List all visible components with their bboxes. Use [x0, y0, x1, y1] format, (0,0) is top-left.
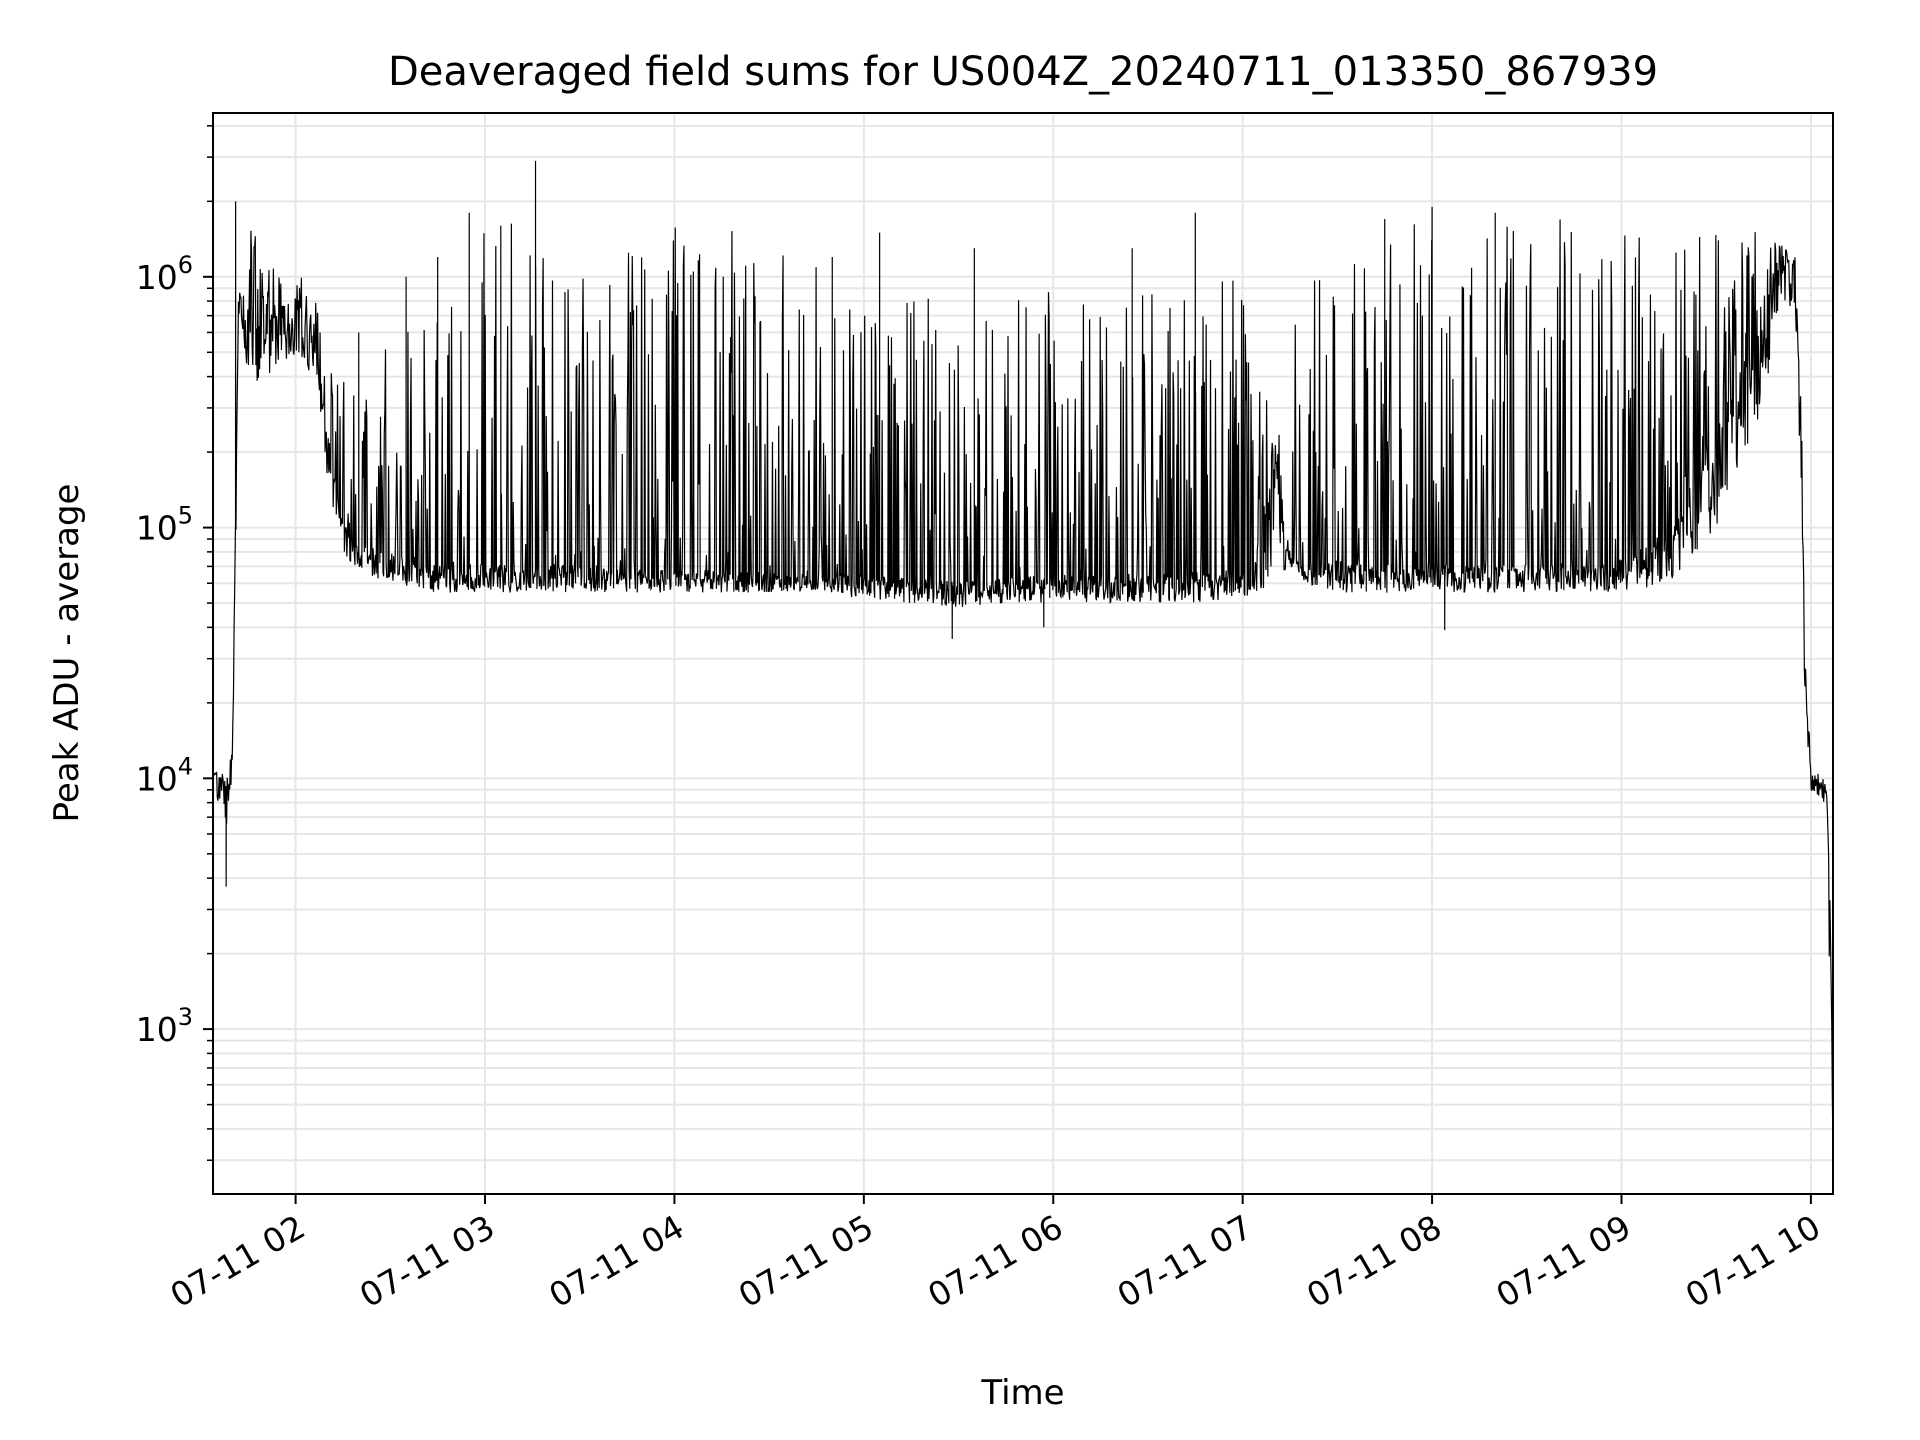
- y-axis-label: Peak ADU - average: [47, 484, 87, 823]
- chart-title: Deaveraged field sums for US004Z_2024071…: [388, 49, 1658, 95]
- y-tick-label: 104: [136, 752, 193, 798]
- data-area: [213, 160, 1834, 1151]
- x-axis-label: Time: [980, 1373, 1064, 1413]
- y-tick-label: 106: [136, 251, 193, 297]
- axis-ticks: [203, 125, 1812, 1204]
- series-line: [213, 160, 1834, 1151]
- y-tick-label: 105: [136, 502, 193, 548]
- y-tick-label: 103: [136, 1003, 193, 1049]
- plot-frame: [212, 112, 1834, 1195]
